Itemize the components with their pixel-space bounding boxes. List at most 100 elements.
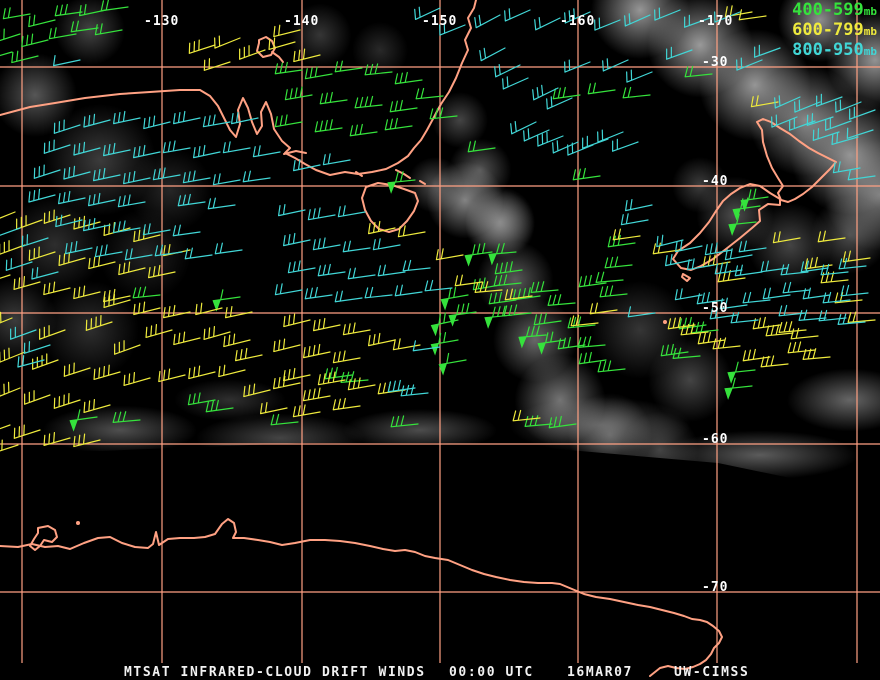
longitude-label: -130 <box>144 14 180 29</box>
wind-barb-600-799mb <box>512 409 541 422</box>
wind-barb-800-950mb <box>154 244 183 257</box>
wind-barb-400-599mb <box>548 415 577 429</box>
wind-barb-glyph <box>494 261 523 275</box>
wind-barb-glyph <box>332 350 361 364</box>
wind-barb-glyph <box>252 145 281 158</box>
wind-barb-glyph <box>277 203 306 217</box>
wind-barb-glyph <box>752 316 781 330</box>
wind-barb-glyph <box>778 304 807 317</box>
wind-barb-glyph <box>512 287 541 301</box>
legend-unit-text: mb <box>863 5 877 18</box>
wind-barb-glyph <box>73 215 101 230</box>
wind-barb-600-799mb <box>133 301 161 316</box>
wind-barb-600-799mb <box>243 383 271 398</box>
wind-barb-glyph <box>43 281 71 296</box>
wind-barb-600-799mb <box>293 48 321 63</box>
wind-barb-glyph <box>317 371 346 386</box>
legend-range-text: 800-950 <box>792 40 864 60</box>
wind-barb-600-799mb <box>39 325 66 340</box>
wind-barb-400-599mb <box>622 86 651 99</box>
wind-barb-800-950mb <box>53 119 81 134</box>
wind-barb-800-950mb <box>546 96 573 110</box>
wind-barb-600-799mb <box>93 364 121 381</box>
coastline-bass-strait-islands <box>355 169 426 185</box>
wind-barb-glyph <box>302 387 331 402</box>
longitude-label: -170 <box>698 14 734 29</box>
wind-barb-glyph <box>564 59 591 73</box>
wind-barb-800-950mb <box>152 167 181 181</box>
wind-barb-glyph <box>750 95 779 108</box>
wind-barb-600-799mb <box>0 418 11 435</box>
wind-barb-800-950mb <box>684 14 711 28</box>
wind-barb-glyph <box>152 167 181 181</box>
wind-barb-800-950mb <box>567 142 594 156</box>
wind-barb-400-599mb <box>0 45 13 61</box>
wind-barb-glyph <box>342 240 371 253</box>
wind-barb-glyph <box>102 288 131 303</box>
wind-barb-glyph <box>94 244 123 258</box>
wind-barb-glyph <box>712 337 741 350</box>
wind-barb-600-799mb <box>234 347 263 362</box>
wind-barb-400-599mb <box>503 304 532 317</box>
wind-barb-400-599mb <box>493 274 522 287</box>
wind-barb-glyph <box>532 84 559 101</box>
legend-range-text: 400-599 <box>792 0 864 20</box>
wind-barb-400-599mb <box>429 107 458 120</box>
wind-barb-glyph <box>0 347 26 363</box>
wind-barb-glyph <box>133 228 161 243</box>
wind-barb-glyph <box>143 115 171 130</box>
wind-barb-glyph <box>790 327 819 340</box>
wind-barb-800-950mb <box>17 355 45 368</box>
wind-barb-glyph <box>719 297 748 310</box>
wind-barb-glyph <box>384 117 413 131</box>
wind-barb-glyph <box>440 286 469 311</box>
wind-barb-600-799mb <box>123 371 151 387</box>
wind-barb-glyph <box>230 111 259 125</box>
wind-barb-glyph <box>354 95 383 109</box>
coastline-nz-south-island <box>672 183 781 271</box>
wind-barb-glyph <box>69 409 98 432</box>
wind-barb-glyph <box>686 258 715 271</box>
wind-barb-glyph <box>63 362 91 377</box>
wind-barb-glyph <box>667 316 696 330</box>
wind-barb-600-799mb <box>28 246 56 261</box>
wind-barb-800-950mb <box>474 14 501 29</box>
wind-barb-400-599mb <box>28 14 56 28</box>
wind-barb-800-950mb <box>277 203 306 217</box>
wind-barb-600-799mb <box>273 338 301 353</box>
wind-barb-glyph <box>203 325 231 341</box>
wind-barb-600-799mb <box>0 347 26 363</box>
wind-barb-400-599mb <box>430 331 459 356</box>
wind-barb-400-599mb <box>530 281 559 293</box>
wind-barb-400-599mb <box>2 7 31 20</box>
wind-barb-800-950mb <box>33 164 61 179</box>
wind-barb-glyph <box>64 240 93 255</box>
wind-barb-glyph <box>23 341 51 354</box>
caption-time: 00:00 UTC <box>449 665 534 680</box>
wind-barb-600-799mb <box>16 215 43 230</box>
wind-barb-glyph <box>347 267 376 280</box>
wind-barb-glyph <box>429 107 458 120</box>
wind-barb-glyph <box>771 114 798 128</box>
wind-barb-600-799mb <box>317 371 346 386</box>
wind-barb-800-950mb <box>43 139 71 154</box>
wind-barb-glyph <box>503 304 532 317</box>
wind-barb-glyph <box>772 231 801 244</box>
wind-barb-glyph <box>577 336 606 348</box>
wind-barb-600-799mb <box>239 45 266 60</box>
wind-barb-glyph <box>182 170 211 184</box>
wind-barb-800-950mb <box>292 158 321 172</box>
wind-barb-600-799mb <box>847 311 876 323</box>
wind-barb-glyph <box>414 6 441 21</box>
wind-barb-glyph <box>273 24 301 38</box>
wind-barb-400-599mb <box>270 413 299 426</box>
wind-barb-glyph <box>142 223 171 236</box>
wind-barb-glyph <box>392 338 421 351</box>
wind-barb-800-950mb <box>282 232 311 247</box>
wind-barb-glyph <box>587 82 616 95</box>
wind-barb-800-950mb <box>10 326 37 340</box>
wind-barb-glyph <box>83 398 111 414</box>
wind-barb-glyph <box>714 261 743 275</box>
wind-barb-glyph <box>5 258 33 271</box>
wind-barb-glyph <box>502 76 529 90</box>
